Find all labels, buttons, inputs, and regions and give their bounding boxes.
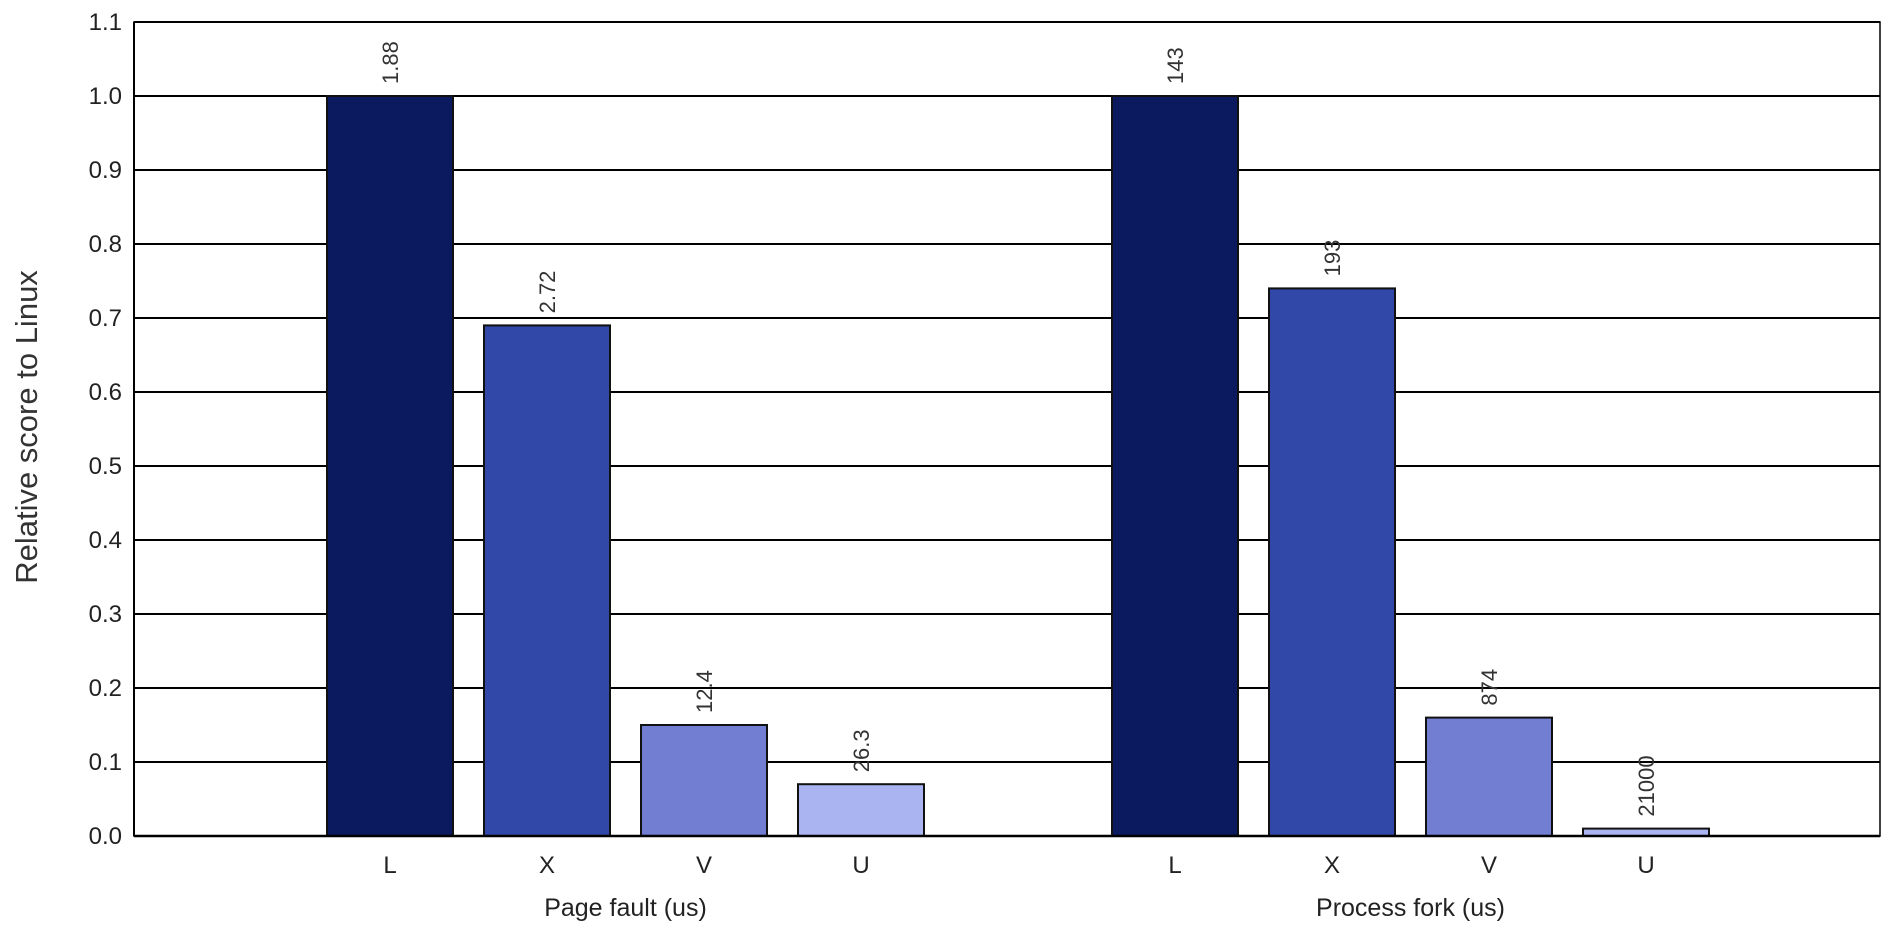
data-label: 2.72 bbox=[535, 271, 560, 314]
bar bbox=[326, 95, 454, 837]
data-label: 12.4 bbox=[692, 670, 717, 713]
y-tick-label: 0.9 bbox=[89, 157, 122, 184]
bar bbox=[1111, 95, 1239, 837]
y-tick-label: 0.3 bbox=[89, 601, 122, 628]
data-label: 143 bbox=[1163, 47, 1188, 84]
y-tick-label: 1.1 bbox=[89, 9, 122, 36]
y-tick-label: 1.0 bbox=[89, 83, 122, 110]
bar bbox=[797, 783, 925, 838]
x-tick-label: U bbox=[1637, 852, 1654, 879]
data-label: 1.88 bbox=[378, 41, 403, 84]
axes bbox=[133, 22, 1880, 838]
x-tick-label: U bbox=[852, 852, 869, 879]
y-tick-label: 0.6 bbox=[89, 379, 122, 406]
bar bbox=[1425, 716, 1553, 837]
bar bbox=[483, 324, 611, 837]
y-tick-label: 0.7 bbox=[89, 305, 122, 332]
data-label: 26.3 bbox=[849, 729, 874, 772]
y-tick-label: 0.1 bbox=[89, 749, 122, 776]
x-tick-label: X bbox=[539, 852, 555, 879]
x-tick-label: L bbox=[1168, 852, 1181, 879]
data-label: 21000 bbox=[1634, 755, 1659, 816]
x-tick-label: X bbox=[1324, 852, 1340, 879]
labels: 0.0 0.1 0.2 0.3 0.4 0.5 0.6 0.7 0.8 0.9 1.0 1.1 L 1.8… bbox=[89, 9, 1659, 922]
data-label: 193 bbox=[1320, 240, 1345, 277]
group-label: Page fault (us) bbox=[544, 894, 707, 922]
y-tick-label: 0.0 bbox=[89, 823, 122, 850]
y-tick-label: 0.8 bbox=[89, 231, 122, 258]
bar bbox=[640, 724, 768, 837]
x-tick-label: V bbox=[696, 852, 712, 879]
data-label: 874 bbox=[1477, 669, 1502, 706]
x-tick-label: V bbox=[1481, 852, 1497, 879]
group-label: Process fork (us) bbox=[1316, 894, 1505, 922]
y-axis-label: Relative score to Linux bbox=[9, 270, 44, 584]
y-tick-label: 0.2 bbox=[89, 675, 122, 702]
x-tick-label: L bbox=[383, 852, 396, 879]
bars bbox=[326, 95, 1710, 838]
bar bbox=[1268, 287, 1396, 837]
y-tick-label: 0.5 bbox=[89, 453, 122, 480]
y-tick-label: 0.4 bbox=[89, 527, 122, 554]
